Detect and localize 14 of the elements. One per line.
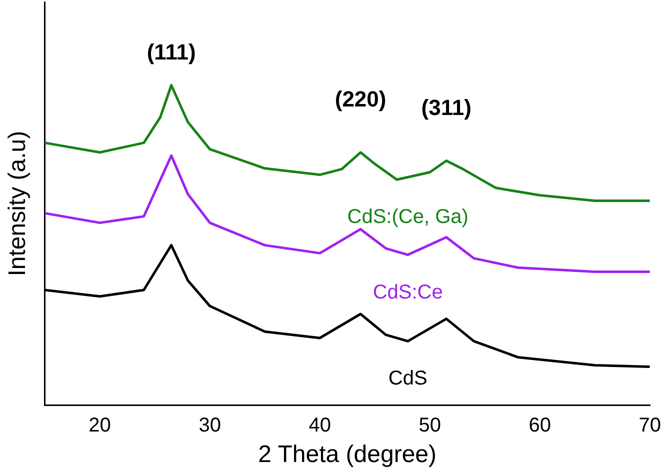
annotation: (220) <box>334 86 386 112</box>
x-axis-title: 2 Theta (degree) <box>258 441 437 468</box>
x-tick-label: 70 <box>638 414 661 437</box>
annotation: (311) <box>421 94 472 120</box>
series-label: CdS:(Ce, Ga) <box>347 206 468 228</box>
x-tick-label: 60 <box>528 414 551 437</box>
series-label: CdS:Ce <box>372 281 443 304</box>
y-axis-title: Intensity (a.u) <box>4 130 32 276</box>
text: (111) <box>146 39 196 64</box>
x-tick-label: 30 <box>198 414 221 437</box>
series-label: CdS <box>388 368 428 390</box>
x-tick-label: 50 <box>418 414 441 437</box>
x-tick-label: 20 <box>88 414 111 437</box>
x-tick-label: 40 <box>308 414 331 437</box>
